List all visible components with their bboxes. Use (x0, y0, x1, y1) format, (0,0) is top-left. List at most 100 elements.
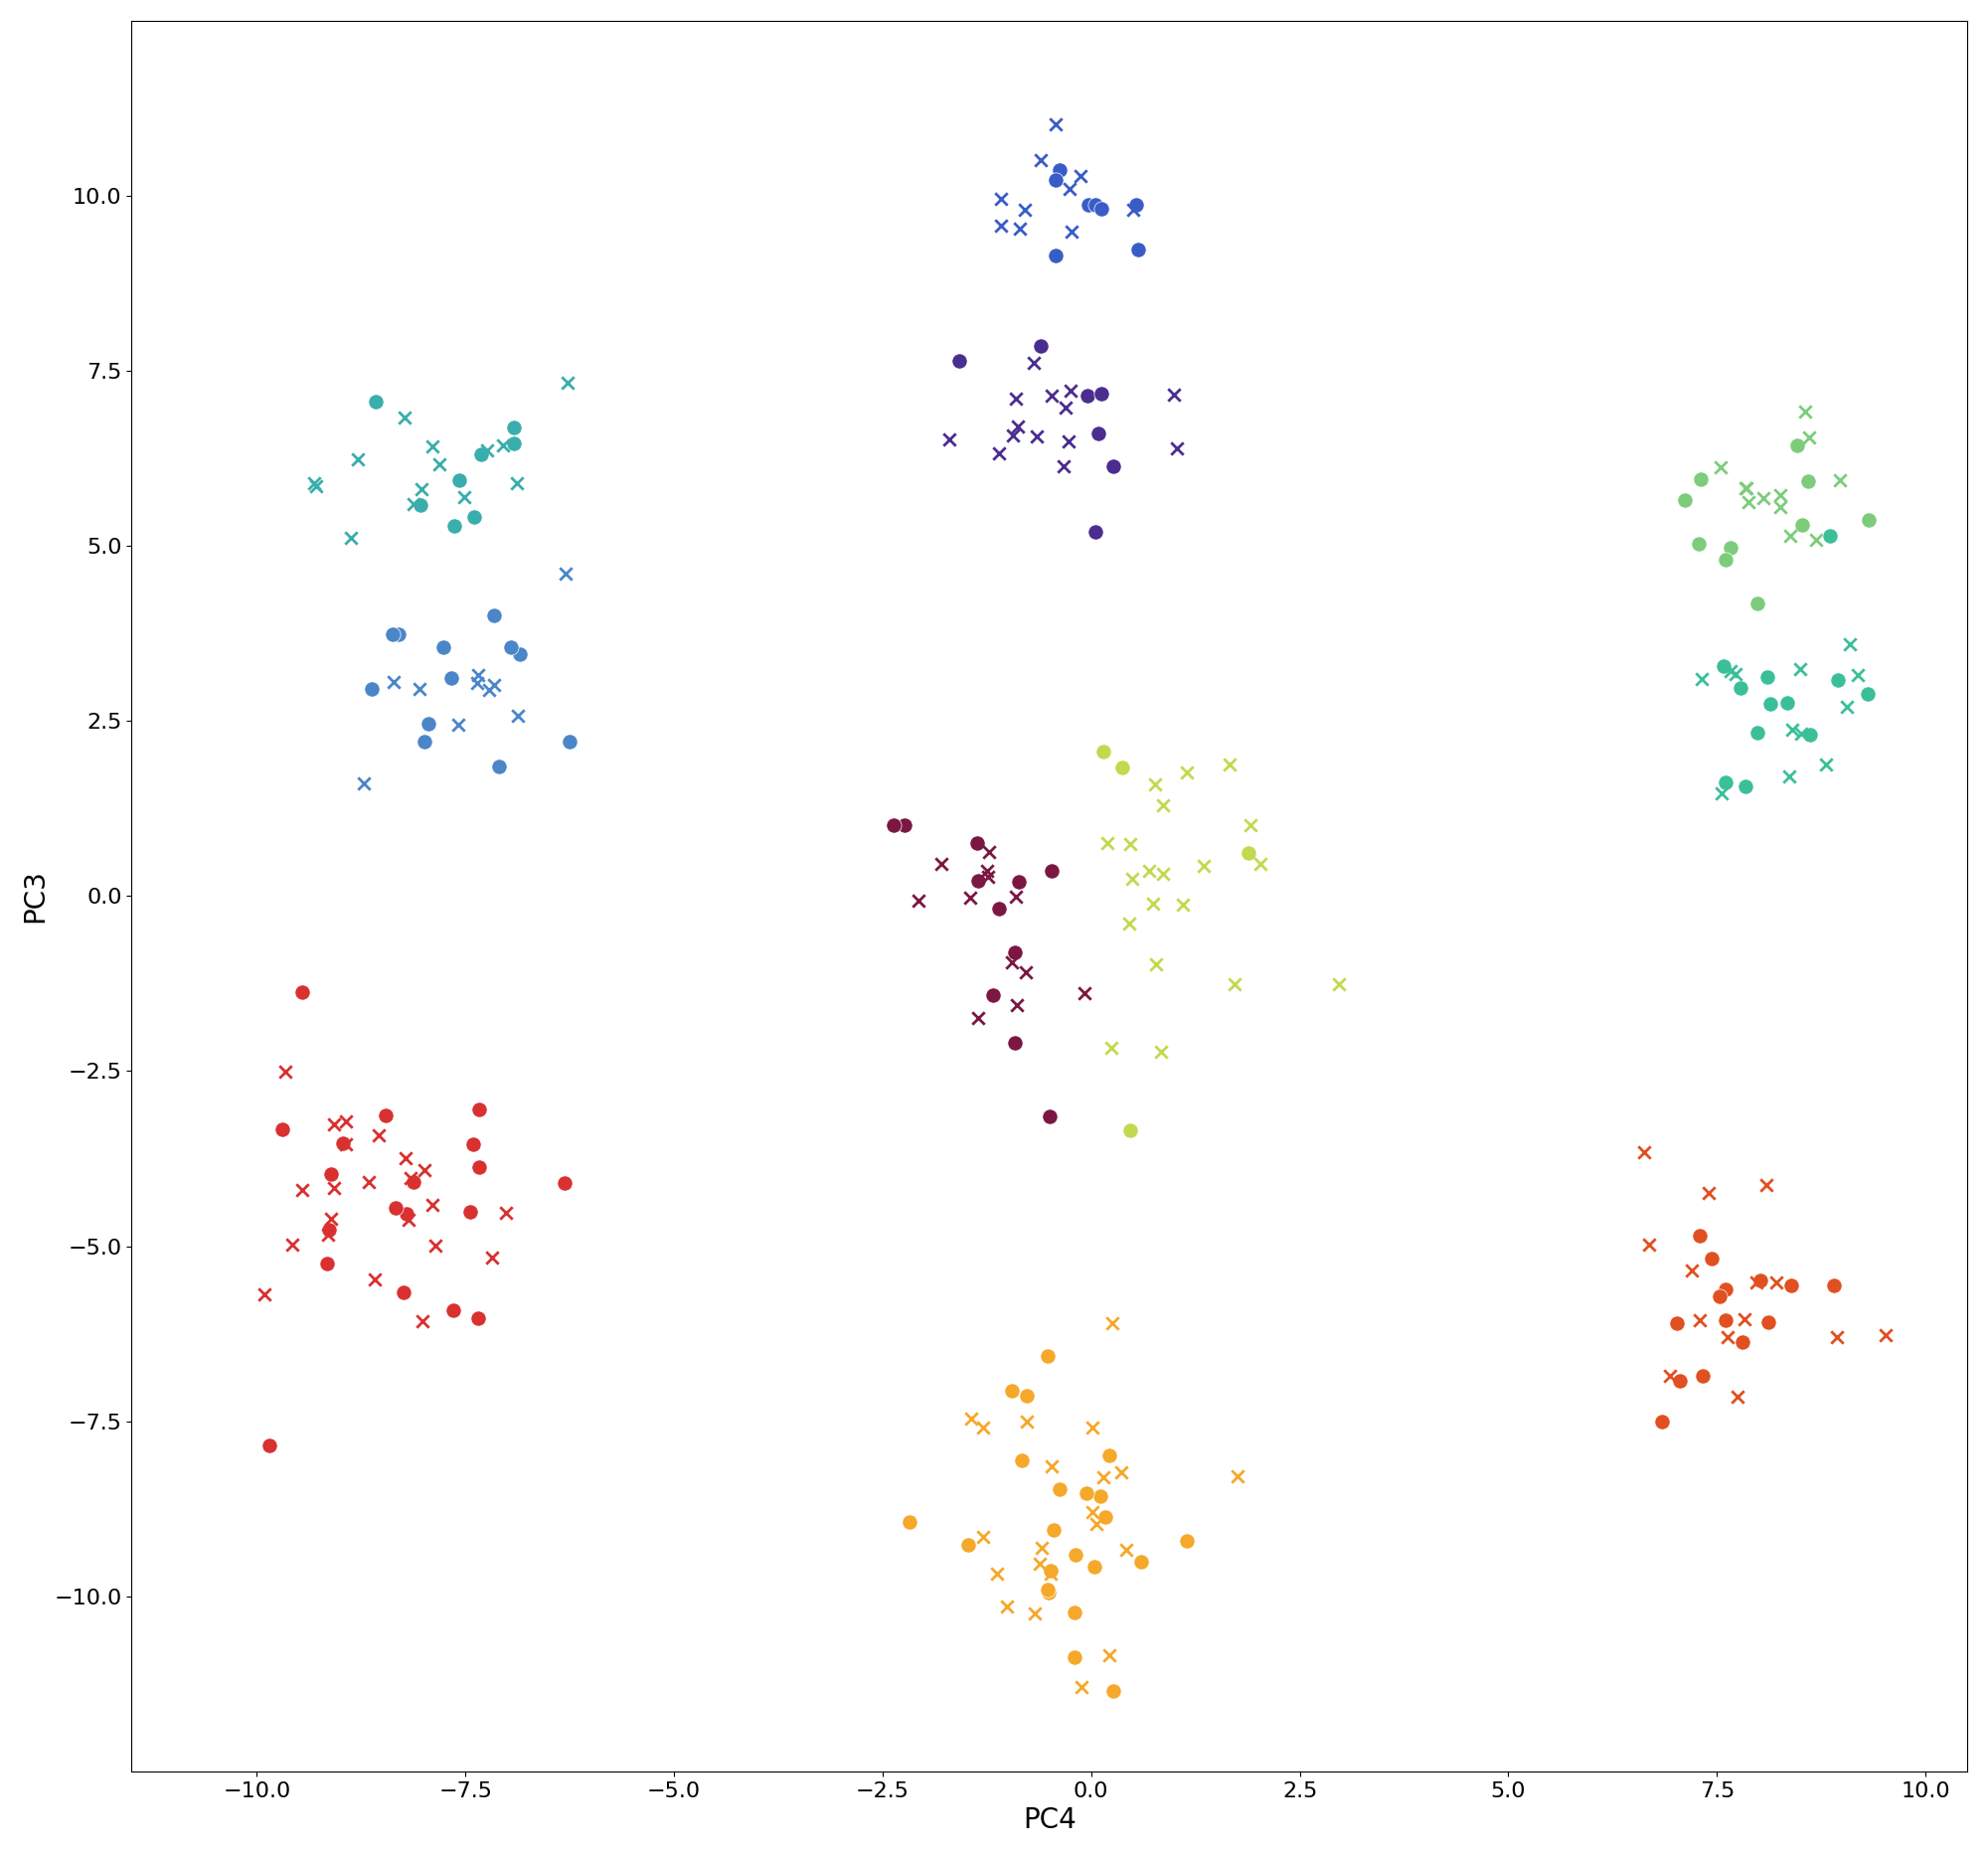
Point (1093, 1439, 1125, 1469)
Point (1716, 532, 1747, 562)
Point (356, 673, 388, 703)
Point (1704, 453, 1736, 482)
Point (1137, 889, 1169, 918)
Point (1085, 1482, 1117, 1512)
Point (1133, 857, 1165, 887)
Point (388, 1278, 419, 1308)
Point (410, 1156, 441, 1185)
Point (1147, 859, 1179, 889)
Point (1710, 1274, 1741, 1304)
Point (1052, 427, 1083, 456)
Point (406, 490, 437, 519)
Point (1004, 213, 1036, 243)
Point (1095, 1308, 1127, 1337)
Point (984, 894, 1016, 924)
Point (1682, 529, 1714, 558)
Point (1324, 970, 1356, 1000)
Point (398, 490, 429, 519)
Point (1853, 679, 1885, 709)
Point (551, 367, 582, 397)
Point (1004, 868, 1036, 898)
Point (437, 1295, 469, 1324)
Point (300, 471, 332, 501)
Point (1097, 453, 1129, 482)
Point (1743, 1265, 1775, 1295)
Point (1741, 1267, 1773, 1297)
Point (1006, 1445, 1038, 1475)
Point (1139, 950, 1171, 979)
Point (1831, 692, 1863, 722)
Point (392, 1198, 423, 1228)
Point (266, 1115, 298, 1145)
Point (1741, 718, 1773, 748)
Point (443, 466, 475, 495)
Point (1002, 412, 1034, 441)
Point (1032, 1341, 1064, 1371)
Point (1634, 1230, 1666, 1260)
Point (1079, 191, 1111, 221)
Point (1040, 165, 1072, 195)
Point (889, 811, 920, 840)
Point (1235, 811, 1266, 840)
Point (342, 443, 374, 473)
Point (1716, 657, 1747, 686)
Point (390, 1143, 421, 1172)
Point (1815, 521, 1847, 551)
Point (1710, 1306, 1741, 1336)
Point (972, 863, 1004, 892)
Point (1036, 1556, 1068, 1586)
Point (1010, 1380, 1042, 1410)
Point (1018, 1599, 1050, 1629)
Point (1072, 380, 1103, 410)
Point (1712, 1323, 1743, 1352)
Point (447, 482, 479, 512)
Point (1036, 857, 1068, 887)
Point (1157, 380, 1189, 410)
Point (398, 1167, 429, 1196)
Point (1710, 545, 1741, 575)
Point (487, 430, 519, 460)
Point (1040, 109, 1072, 139)
Point (491, 1198, 523, 1228)
Point (1024, 1549, 1056, 1579)
Point (1034, 1577, 1066, 1606)
Point (330, 1106, 362, 1135)
Point (1763, 492, 1795, 521)
Point (1024, 330, 1056, 360)
Point (978, 979, 1010, 1009)
Point (962, 866, 994, 896)
Point (443, 710, 475, 740)
Point (1087, 1462, 1119, 1491)
Point (1081, 1508, 1113, 1538)
Point (1054, 375, 1085, 404)
Point (926, 848, 958, 877)
Point (457, 1130, 489, 1159)
Point (314, 1204, 346, 1234)
Point (352, 1167, 384, 1196)
Point (318, 1109, 350, 1139)
Point (1755, 688, 1787, 718)
Point (1000, 883, 1032, 913)
Point (419, 1232, 451, 1261)
Point (1696, 1243, 1728, 1273)
Point (461, 668, 493, 697)
Point (1871, 1321, 1903, 1350)
Point (1117, 195, 1149, 224)
Point (1628, 1137, 1660, 1167)
Point (972, 855, 1004, 885)
Point (1087, 736, 1119, 766)
Point (1066, 161, 1097, 191)
Point (1843, 660, 1875, 690)
Point (376, 620, 408, 649)
Point (1724, 673, 1755, 703)
Point (248, 1280, 280, 1310)
Point (1139, 770, 1171, 800)
Point (1074, 191, 1105, 221)
Point (1000, 991, 1032, 1020)
Point (312, 1219, 344, 1248)
Point (1026, 145, 1058, 174)
Point (1034, 1558, 1066, 1588)
Y-axis label: PC3: PC3 (20, 870, 48, 922)
Point (1115, 829, 1147, 859)
Point (477, 670, 509, 699)
